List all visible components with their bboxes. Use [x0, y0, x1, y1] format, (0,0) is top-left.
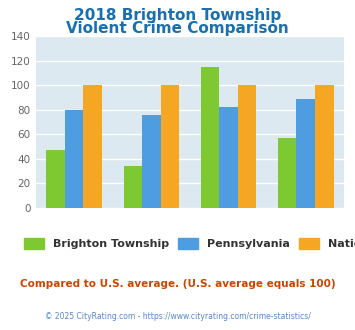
Text: Compared to U.S. average. (U.S. average equals 100): Compared to U.S. average. (U.S. average …	[20, 279, 335, 289]
Bar	[278, 138, 296, 208]
Bar	[238, 85, 256, 208]
Legend: Brighton Township, Pennsylvania, National: Brighton Township, Pennsylvania, Nationa…	[20, 233, 355, 253]
Text: 2018 Brighton Township: 2018 Brighton Township	[74, 8, 281, 23]
Text: Violent Crime Comparison: Violent Crime Comparison	[66, 21, 289, 36]
Bar	[201, 67, 219, 208]
Bar	[160, 85, 179, 208]
Bar	[315, 85, 334, 208]
Bar	[296, 99, 315, 208]
Bar	[83, 85, 102, 208]
Bar	[65, 110, 83, 208]
Bar	[124, 166, 142, 208]
Text: © 2025 CityRating.com - https://www.cityrating.com/crime-statistics/: © 2025 CityRating.com - https://www.city…	[45, 312, 310, 321]
Bar	[142, 115, 160, 208]
Bar	[219, 107, 238, 208]
Bar	[46, 150, 65, 208]
